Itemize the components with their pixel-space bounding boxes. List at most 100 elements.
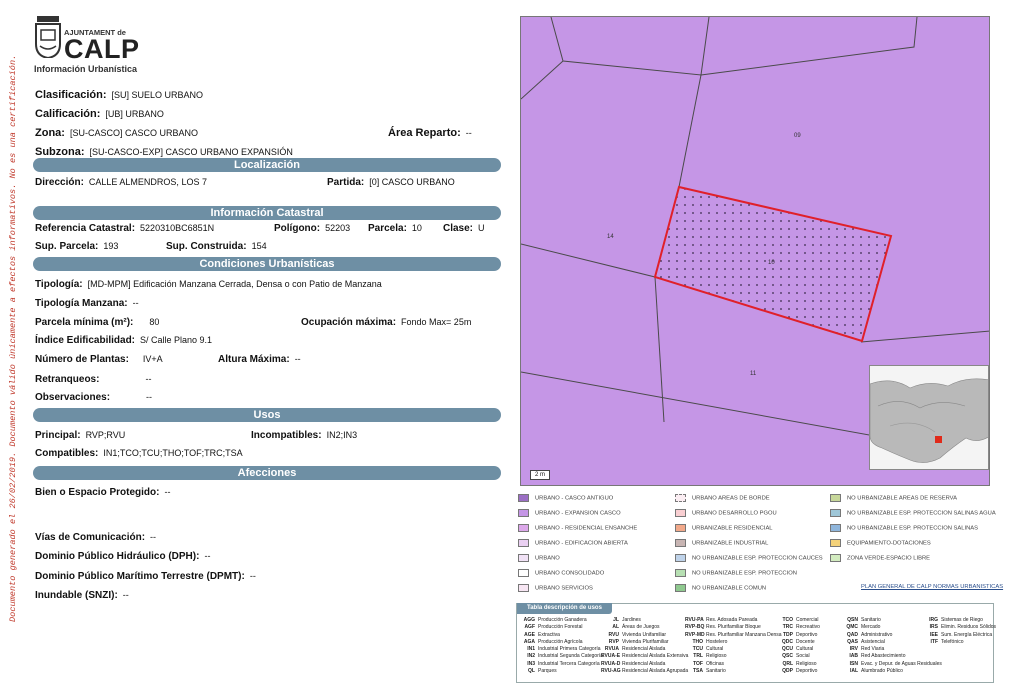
use-code: QSC xyxy=(782,653,793,660)
bien-protegido-row: Bien o Espacio Protegido: -- xyxy=(35,486,170,499)
use-description: Industrial Segunda Categoría xyxy=(538,653,604,660)
subzona-label: Subzona: xyxy=(35,146,85,158)
partida-label: Partida: xyxy=(327,177,365,188)
use-row: TCU Cultural xyxy=(685,646,782,653)
use-description: Red Abastecimiento xyxy=(861,653,906,660)
legend-label: URBANO DESARROLLO PGOU xyxy=(692,510,777,517)
vias-value: -- xyxy=(150,532,157,542)
legend-label: NO URBANIZABLE AREAS DE RESERVA xyxy=(847,495,957,502)
legend-swatch xyxy=(518,554,529,563)
legend-swatch xyxy=(830,494,841,503)
use-description: Producción Ganadera xyxy=(538,617,587,623)
use-row: IN1 Industrial Primera Categoría xyxy=(517,646,603,653)
subzona-row: Subzona: [SU-CASCO-EXP] CASCO URBANO EXPA… xyxy=(35,146,293,159)
use-code: ITF xyxy=(930,638,939,645)
dph-row: Dominio Público Hidráulico (DPH): -- xyxy=(35,550,210,563)
use-row: AGF Producción Forestal xyxy=(517,624,603,631)
use-description: Sanitario xyxy=(861,617,881,623)
logo-calp-text: CALP xyxy=(64,34,140,64)
referencia-label: Referencia Catastral: xyxy=(35,223,136,234)
plantas-label: Número de Plantas: xyxy=(35,354,129,365)
use-code: TRC xyxy=(782,624,793,631)
use-code: QRL xyxy=(782,660,793,667)
referencia-row: Referencia Catastral: 5220310BC6851N xyxy=(35,222,214,235)
use-description: Jardines xyxy=(622,617,641,623)
use-description: Docente xyxy=(796,638,815,645)
parcel-map[interactable]: 09 14 10 11 xyxy=(520,16,990,486)
ocupacion-value: Fondo Max= 25m xyxy=(401,317,472,327)
legend-label: URBANO xyxy=(535,555,560,562)
use-description: Telefónico xyxy=(941,638,964,645)
logo-ajuntament-text: AJUNTAMENT de xyxy=(64,28,126,37)
sup-construida-row: Sup. Construida: 154 xyxy=(166,240,267,253)
use-row: RVUA-D Residencial Aislada xyxy=(601,661,688,668)
partida-row: Partida: [0] CASCO URBANO xyxy=(327,176,455,189)
use-description: Vivienda Unifamiliar xyxy=(622,631,667,638)
incompatibles-row: Incompatibles: IN2;IN3 xyxy=(251,429,357,442)
section-localizacion: Localización xyxy=(33,158,501,172)
dpmt-label: Dominio Público Marítimo Terrestre (DPMT… xyxy=(35,571,245,582)
use-description: Sanitario xyxy=(706,668,726,675)
map-scale: 2 m xyxy=(530,470,550,480)
dph-value: -- xyxy=(204,551,211,561)
use-row: QDP Deportivo xyxy=(775,668,820,675)
legend-label: NO URBANIZABLE ESP. PROTECCION CAUCES xyxy=(692,555,823,562)
use-row: QL Parques xyxy=(517,668,603,675)
observaciones-label: Observaciones: xyxy=(35,392,111,403)
use-row: IN3 Industrial Tercera Categoría xyxy=(517,661,603,668)
poligono-label: Polígono: xyxy=(274,223,321,234)
use-description: Recreativo xyxy=(796,624,820,631)
legend-swatch xyxy=(518,524,529,533)
legend-label: URBANO SERVICIOS xyxy=(535,585,593,592)
use-description: Alumbrado Público xyxy=(861,668,903,675)
area-reparto-row: Área Reparto: -- xyxy=(388,127,472,140)
use-code: RVUA xyxy=(604,646,619,653)
use-row: QDC Docente xyxy=(775,639,820,646)
use-code: THO xyxy=(692,638,703,645)
dpmt-row: Dominio Público Marítimo Terrestre (DPMT… xyxy=(35,570,256,583)
use-description: Vivienda Plurifamiliar xyxy=(622,638,669,645)
parcel-label-14: 14 xyxy=(607,234,614,240)
use-row: RVUA-E Residencial Aislada Extensiva xyxy=(601,653,688,660)
legend-label: ZONA VERDE-ESPACIO LIBRE xyxy=(847,555,931,562)
legend-item: NO URBANIZABLE ESP. PROTECCION CAUCES xyxy=(675,553,823,564)
use-code: AGE xyxy=(524,631,535,638)
legend-swatch xyxy=(830,539,841,548)
use-row: TCO Comercial xyxy=(775,617,820,624)
dph-label: Dominio Público Hidráulico (DPH): xyxy=(35,551,200,562)
uses-column: QSN Sanitario QMC Mercado QAD Administrativo Q… xyxy=(840,617,942,675)
legend-label: URBANIZABLE INDUSTRIAL xyxy=(692,540,769,547)
legend-item: NO URBANIZABLE ESP. PROTECCION xyxy=(675,568,797,579)
tipologia-manzana-label: Tipología Manzana: xyxy=(35,298,128,309)
tipologia-manzana-row: Tipología Manzana: -- xyxy=(35,297,139,310)
side-disclaimer: Documento generado el 26/02/2019. Docume… xyxy=(8,54,18,622)
use-description: Residencial Aislada xyxy=(622,646,666,653)
clase-value: U xyxy=(478,223,485,233)
legend-swatch xyxy=(675,539,686,548)
use-row: ISN Evac. y Depur. de Aguas Residuales xyxy=(840,661,942,668)
plantas-value: IV+A xyxy=(142,354,163,364)
legend-item: URBANIZABLE RESIDENCIAL xyxy=(675,523,773,534)
use-description: Sistemas de Riego xyxy=(941,617,983,623)
legend-swatch xyxy=(518,539,529,548)
use-description: Extractiva xyxy=(538,631,560,638)
bien-protegido-label: Bien o Espacio Protegido: xyxy=(35,487,160,498)
vias-label: Vías de Comunicación: xyxy=(35,532,146,543)
sup-parcela-value: 193 xyxy=(103,241,119,251)
legend-swatch xyxy=(830,524,841,533)
section-afecciones: Afecciones xyxy=(33,466,501,480)
normas-urbanisticas-link[interactable]: PLAN GENERAL DE CALP NORMAS URBANISTICAS xyxy=(861,584,1004,590)
use-description: Red Viaria xyxy=(861,646,885,653)
use-description: Producción Agrícola xyxy=(538,638,583,645)
use-code: TSA xyxy=(693,668,703,675)
inset-terrain xyxy=(870,366,988,469)
use-description: Cultural xyxy=(706,646,724,653)
vias-row: Vías de Comunicación: -- xyxy=(35,531,156,544)
use-code: IN1 xyxy=(527,646,535,653)
area-reparto-value: -- xyxy=(465,128,472,138)
use-description: Hostelero xyxy=(706,638,728,645)
selected-parcel[interactable] xyxy=(653,185,893,343)
use-row: QSC Social xyxy=(775,653,820,660)
use-description: Cultural xyxy=(796,646,814,653)
use-description: Religioso xyxy=(796,660,817,667)
